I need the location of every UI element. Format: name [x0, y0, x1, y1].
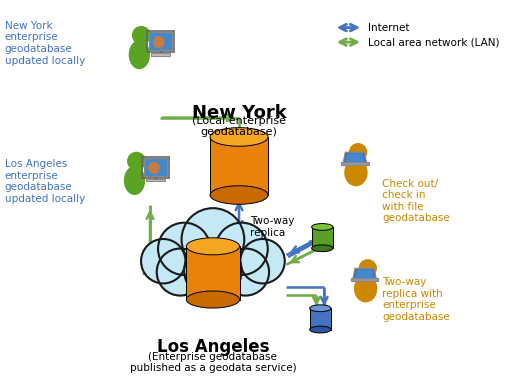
Ellipse shape: [186, 291, 239, 308]
Ellipse shape: [124, 166, 145, 195]
FancyBboxPatch shape: [144, 158, 168, 176]
Text: Los Angeles: Los Angeles: [157, 338, 269, 356]
Circle shape: [158, 223, 210, 275]
Ellipse shape: [354, 275, 377, 302]
Ellipse shape: [129, 40, 150, 69]
Ellipse shape: [153, 36, 164, 48]
Circle shape: [349, 144, 367, 161]
Ellipse shape: [310, 305, 331, 312]
Polygon shape: [310, 308, 331, 330]
FancyBboxPatch shape: [149, 32, 172, 50]
Ellipse shape: [210, 186, 268, 204]
Text: New York
enterprise
geodatabase
updated locally: New York enterprise geodatabase updated …: [5, 21, 85, 66]
Ellipse shape: [311, 245, 333, 252]
Ellipse shape: [344, 159, 368, 186]
Circle shape: [222, 249, 269, 296]
Polygon shape: [350, 278, 378, 281]
Ellipse shape: [311, 224, 333, 230]
Ellipse shape: [186, 238, 239, 255]
Circle shape: [240, 239, 285, 283]
Circle shape: [133, 27, 150, 44]
Text: Local area network (LAN): Local area network (LAN): [368, 37, 499, 47]
Circle shape: [181, 208, 244, 271]
Ellipse shape: [155, 236, 270, 290]
Polygon shape: [186, 246, 239, 300]
Text: Two-way
replica with
enterprise
geodatabase: Two-way replica with enterprise geodatab…: [382, 277, 450, 322]
FancyBboxPatch shape: [151, 53, 170, 56]
Ellipse shape: [210, 127, 268, 146]
Polygon shape: [355, 269, 374, 278]
Polygon shape: [345, 153, 365, 162]
Text: Internet: Internet: [368, 23, 409, 32]
Polygon shape: [210, 137, 268, 195]
Ellipse shape: [148, 162, 160, 174]
Polygon shape: [353, 268, 376, 279]
Text: Check out/
check in
with file
geodatabase: Check out/ check in with file geodatabas…: [382, 179, 450, 223]
Polygon shape: [311, 227, 333, 248]
Text: New York: New York: [192, 104, 286, 122]
Polygon shape: [341, 162, 369, 165]
Circle shape: [216, 223, 268, 275]
Text: (Enterprise geodatabase
published as a geodata service): (Enterprise geodatabase published as a g…: [130, 352, 296, 373]
Circle shape: [141, 239, 186, 283]
Text: Two-way
replica: Two-way replica: [250, 216, 294, 238]
Text: Los Angeles
enterprise
geodatabase
updated locally: Los Angeles enterprise geodatabase updat…: [5, 159, 85, 204]
Circle shape: [184, 242, 242, 299]
Circle shape: [157, 249, 204, 296]
Polygon shape: [343, 152, 367, 163]
Circle shape: [128, 152, 145, 170]
Ellipse shape: [310, 326, 331, 333]
FancyBboxPatch shape: [146, 179, 165, 181]
Text: (Local enterprise
geodatabase): (Local enterprise geodatabase): [192, 115, 286, 137]
Circle shape: [359, 260, 376, 277]
